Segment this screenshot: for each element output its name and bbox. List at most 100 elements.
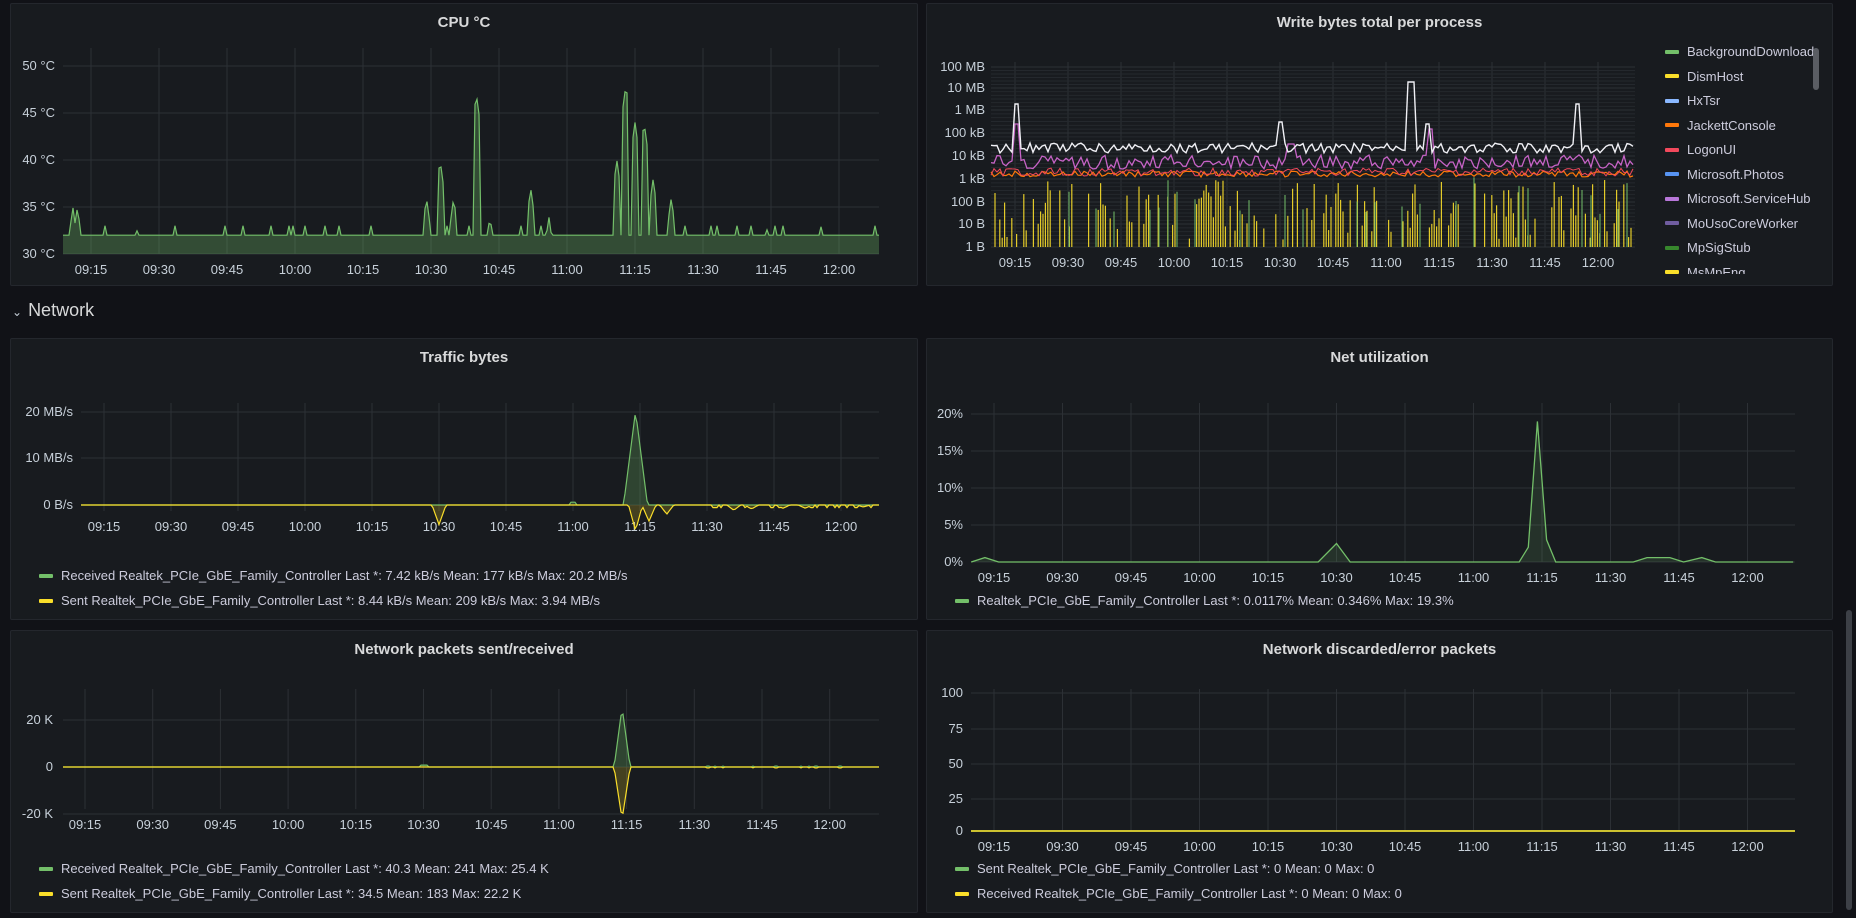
- x-tick-label: 11:15: [1526, 839, 1558, 854]
- traffic-bytes-panel[interactable]: Traffic bytes 09:15 09:30 09:45 10:00 10:15 1…: [10, 338, 918, 620]
- legend-swatch: [39, 598, 53, 603]
- legend-swatch: [39, 891, 53, 896]
- x-tick-label: 11:15: [1423, 255, 1455, 270]
- y-tick-label: 50: [949, 756, 963, 771]
- x-tick-label: 11:00: [1458, 839, 1490, 854]
- panel-title[interactable]: Write bytes total per process: [1276, 14, 1483, 31]
- x-tick-label: 12:00: [1731, 839, 1764, 854]
- legend-item-mpsigstub[interactable]: MpSigStub: [1665, 240, 1751, 256]
- series-line-red: [990, 167, 1634, 178]
- legend-item-dismhost[interactable]: DismHost: [1665, 69, 1743, 85]
- y-tick-label: 10 B: [958, 216, 985, 231]
- legend-item-sent[interactable]: Sent Realtek_PCIe_GbE_Family_Controller …: [39, 886, 521, 902]
- received-line: [63, 713, 879, 768]
- panel-title[interactable]: Network discarded/error packets: [1262, 641, 1497, 658]
- legend-item-jackettconsole[interactable]: JackettConsole: [1665, 118, 1776, 134]
- y-tick-label: 75: [949, 721, 963, 736]
- network-packets-chart[interactable]: 09:15 09:30 09:45 10:00 10:15 10:30 10:45 11:00…: [11, 631, 918, 913]
- x-tick-label: 11:45: [1663, 839, 1695, 854]
- legend-label: MsMpEng: [1687, 264, 1746, 275]
- x-tick-label: 10:45: [1389, 839, 1422, 854]
- x-tick-label: 10:00: [279, 262, 312, 277]
- cpu-chart[interactable]: 09:15 09:30 09:45 10:00 10:15 10:30 10:45 11:00…: [11, 4, 918, 286]
- legend-item-sent[interactable]: Sent Realtek_PCIe_GbE_Family_Controller …: [39, 593, 600, 609]
- legend-label: HxTsr: [1687, 93, 1721, 108]
- legend-item-backgrounddownload[interactable]: BackgroundDownload: [1665, 44, 1814, 60]
- chevron-down-icon[interactable]: ⌄: [12, 305, 23, 319]
- panel-title[interactable]: Traffic bytes: [419, 349, 509, 366]
- y-tick-label: 50 °C: [22, 58, 55, 73]
- legend-swatch: [1665, 270, 1679, 274]
- x-tick-label: 10:30: [1320, 570, 1353, 585]
- legend-item-received[interactable]: Received Realtek_PCIe_GbE_Family_Control…: [39, 861, 549, 877]
- legend-item-microsoft-servicehub[interactable]: Microsoft.ServiceHub: [1665, 191, 1811, 207]
- panel-title[interactable]: Network packets sent/received: [354, 641, 574, 658]
- x-tick-label: 09:45: [1105, 255, 1138, 270]
- y-tick-label: 10 MB/s: [25, 450, 73, 465]
- x-tick-label: 10:45: [490, 519, 523, 534]
- x-tick-label: 09:45: [1115, 570, 1148, 585]
- x-tick-label: 10:30: [407, 817, 440, 832]
- x-tick-label: 10:30: [415, 262, 448, 277]
- x-tick-label: 11:30: [1595, 839, 1627, 854]
- y-tick-label: 10 kB: [952, 148, 985, 163]
- traffic-bytes-chart[interactable]: 09:15 09:30 09:45 10:00 10:15 10:30 10:45 11:00…: [11, 339, 918, 620]
- x-tick-label: 11:45: [755, 262, 787, 277]
- x-tick-label: 11:15: [624, 519, 656, 534]
- legend-item-received[interactable]: Received Realtek_PCIe_GbE_Family_Control…: [39, 568, 627, 584]
- y-tick-label: 20 MB/s: [25, 404, 73, 419]
- y-tick-label: 30 °C: [22, 246, 55, 261]
- x-tick-label: 10:00: [1158, 255, 1191, 270]
- net-utilization-chart[interactable]: 09:15 09:30 09:45 10:00 10:15 10:30 10:45 11:00…: [927, 339, 1833, 620]
- x-tick-label: 09:45: [211, 262, 244, 277]
- sent-area: [63, 767, 879, 814]
- legend-item-sent[interactable]: Sent Realtek_PCIe_GbE_Family_Controller …: [955, 861, 1374, 877]
- legend-item-microsoft-photos[interactable]: Microsoft.Photos: [1665, 167, 1784, 183]
- legend-label: MpSigStub: [1687, 240, 1751, 255]
- write-bytes-panel[interactable]: Write bytes total per process 09:15 09:30…: [926, 3, 1833, 286]
- x-tick-label: 10:15: [1252, 570, 1285, 585]
- y-tick-label: 100: [941, 685, 963, 700]
- legend-swatch: [39, 866, 53, 871]
- x-tick-label: 11:45: [746, 817, 778, 832]
- legend-label: MoUsoCoreWorker: [1687, 215, 1799, 231]
- x-tick-label: 10:30: [423, 519, 456, 534]
- x-tick-label: 10:15: [1252, 839, 1285, 854]
- legend-item-logonui[interactable]: LogonUI: [1665, 142, 1736, 158]
- x-tick-label: 11:45: [1663, 570, 1695, 585]
- legend-swatch: [1665, 196, 1679, 201]
- legend-label: JackettConsole: [1687, 117, 1776, 133]
- row-header-network[interactable]: ⌄ Network: [12, 300, 94, 321]
- cpu-panel[interactable]: CPU °C 09:15 09:30 09:45 10:00 10:15 10:30 10:…: [10, 3, 918, 286]
- x-tick-label: 12:00: [1582, 255, 1615, 270]
- y-tick-label: 15%: [937, 443, 963, 458]
- network-discarded-panel[interactable]: Network discarded/error packets 09:15 09:…: [926, 630, 1833, 913]
- legend-label: DismHost: [1687, 68, 1744, 84]
- legend-item-msmpeng[interactable]: MsMpEng: [1665, 264, 1746, 275]
- series-line-pink: [990, 123, 1634, 171]
- x-tick-label: 10:45: [475, 817, 508, 832]
- legend-item-received[interactable]: Received Realtek_PCIe_GbE_Family_Control…: [955, 886, 1402, 902]
- write-bytes-chart[interactable]: 09:15 09:30 09:45 10:00 10:15 10:30 10:45 11:00…: [927, 4, 1833, 286]
- x-tick-label: 09:15: [75, 262, 108, 277]
- x-tick-label: 09:15: [88, 519, 121, 534]
- panel-title[interactable]: CPU °C: [437, 14, 491, 31]
- x-tick-label: 10:45: [483, 262, 516, 277]
- network-packets-panel[interactable]: Network packets sent/received 09:15 09:30…: [10, 630, 918, 913]
- legend-item-mousocoreworker[interactable]: MoUsoCoreWorker: [1665, 216, 1798, 232]
- x-tick-label: 11:30: [687, 262, 719, 277]
- process-legend[interactable]: BackgroundDownload DismHost HxTsr JackettCo…: [1665, 44, 1832, 275]
- legend-scrollbar[interactable]: [1813, 48, 1819, 90]
- x-tick-label: 12:00: [825, 519, 858, 534]
- panel-title[interactable]: Net utilization: [1330, 349, 1429, 366]
- x-tick-label: 11:00: [1370, 255, 1402, 270]
- legend-item-hxtsr[interactable]: HxTsr: [1665, 93, 1720, 109]
- y-tick-label: 10%: [937, 480, 963, 495]
- legend-item-realtek[interactable]: Realtek_PCIe_GbE_Family_Controller Last …: [955, 593, 1454, 609]
- utilization-area: [971, 421, 1794, 562]
- page-scrollbar[interactable]: [1846, 610, 1852, 910]
- x-tick-label: 09:15: [69, 817, 102, 832]
- x-tick-label: 09:45: [204, 817, 237, 832]
- network-discarded-chart[interactable]: 09:15 09:30 09:45 10:00 10:15 10:30 10:45 11:00…: [927, 631, 1833, 913]
- net-utilization-panel[interactable]: Net utilization 09:15 09:30 09:45 10:00 10:1…: [926, 338, 1833, 620]
